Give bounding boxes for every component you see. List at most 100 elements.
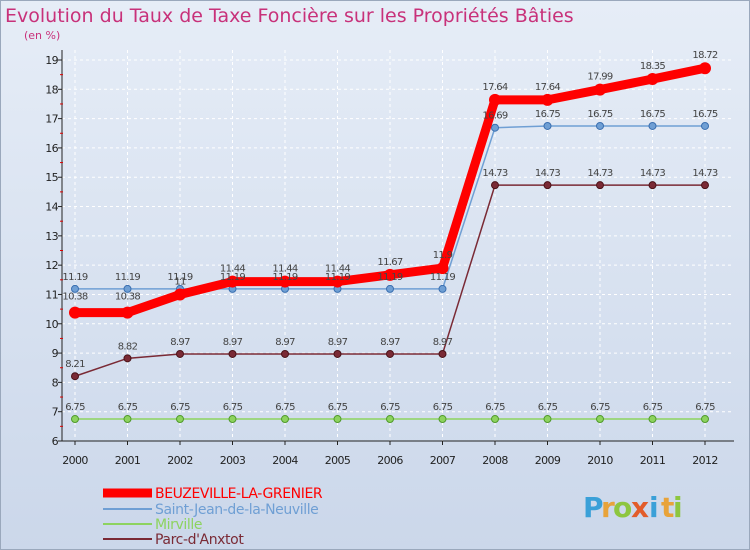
data-point xyxy=(71,284,79,293)
data-point xyxy=(228,349,237,358)
data-point xyxy=(228,415,237,424)
data-point xyxy=(71,415,79,424)
legend-label-0: BEUZEVILLE-LA-GRENIER xyxy=(155,486,323,502)
value-label: 17.64 xyxy=(535,82,560,93)
data-point xyxy=(436,262,449,275)
value-label: 11.44 xyxy=(220,264,245,275)
x-tick-label: 2002 xyxy=(167,454,193,467)
unit-label: (en %) xyxy=(24,29,60,42)
x-tick-label: 2004 xyxy=(272,454,298,467)
value-label: 6.75 xyxy=(170,402,190,413)
y-tick-label: 7 xyxy=(52,406,59,419)
data-point xyxy=(438,349,447,358)
y-tick-label: 11 xyxy=(45,288,58,301)
data-point xyxy=(543,415,552,424)
data-point xyxy=(71,372,79,381)
x-tick-label: 2005 xyxy=(325,454,351,467)
value-label: 6.75 xyxy=(275,402,295,413)
value-label: 6.75 xyxy=(223,402,243,413)
chart-title: Evolution du Taux de Taxe Foncière sur l… xyxy=(5,5,574,27)
data-point xyxy=(386,415,394,424)
value-label: 8.97 xyxy=(433,337,453,348)
y-tick-label: 13 xyxy=(45,230,58,243)
data-point xyxy=(648,181,657,190)
value-label: 11.19 xyxy=(62,272,87,283)
data-point xyxy=(176,415,184,424)
data-point xyxy=(174,288,186,301)
value-label: 14.73 xyxy=(587,168,612,179)
x-tick-label: 2007 xyxy=(430,454,456,467)
data-point xyxy=(596,415,604,424)
value-label: 18.35 xyxy=(640,61,665,72)
value-label: 10.38 xyxy=(115,292,140,303)
legend: BEUZEVILLE-LA-GRENIERSaint-Jean-de-la-Ne… xyxy=(103,486,323,548)
legend-label-1: Saint-Jean-de-la-Neuville xyxy=(155,502,318,518)
value-label: 14.73 xyxy=(482,168,507,179)
value-label: 11.19 xyxy=(377,272,402,283)
logo-letter: o xyxy=(613,491,632,524)
value-label: 11.44 xyxy=(272,264,297,275)
y-tick-label: 17 xyxy=(45,113,58,126)
legend-label-3: Parc-d'Anxtot xyxy=(155,532,244,548)
value-label: 16.69 xyxy=(482,111,507,122)
value-label: 11.19 xyxy=(220,272,245,283)
data-point xyxy=(699,62,711,75)
value-label: 16.75 xyxy=(535,109,560,120)
value-label: 14.73 xyxy=(640,168,665,179)
logo-letter: t xyxy=(661,491,674,524)
value-label: 16.75 xyxy=(587,109,612,120)
value-label: 6.75 xyxy=(590,402,610,413)
data-point xyxy=(123,284,132,293)
value-label: 11.67 xyxy=(377,257,402,268)
x-tick-label: 2009 xyxy=(535,454,561,467)
value-label: 11.19 xyxy=(115,272,140,283)
data-point xyxy=(648,415,657,424)
x-tick-label: 2011 xyxy=(640,454,666,467)
value-label: 17.64 xyxy=(482,82,507,93)
data-point xyxy=(123,354,132,363)
data-point xyxy=(69,306,81,319)
data-point xyxy=(386,284,394,293)
y-tick-label: 19 xyxy=(45,54,58,67)
series-layer xyxy=(69,62,711,424)
value-label: 11.19 xyxy=(272,272,297,283)
value-label: 11 xyxy=(174,276,186,287)
y-tick-label: 18 xyxy=(45,83,58,96)
data-point xyxy=(333,415,342,424)
value-label: 16.75 xyxy=(640,109,665,120)
value-label: 6.75 xyxy=(485,402,505,413)
value-label: 14.73 xyxy=(535,168,560,179)
data-point xyxy=(226,275,239,288)
axes: 6 7 8 9 10 11 12 13 14 15 16 17 18 19 2000 2001 2002 2003… xyxy=(45,50,734,467)
x-tick-label: 2008 xyxy=(482,454,508,467)
value-label: 6.75 xyxy=(328,402,348,413)
value-label: 8.97 xyxy=(223,337,243,348)
value-label: 16.75 xyxy=(692,109,717,120)
y-tick-label: 10 xyxy=(45,318,58,331)
data-point xyxy=(491,415,499,424)
value-label: 8.97 xyxy=(328,337,348,348)
value-label: 6.75 xyxy=(643,402,663,413)
y-tick-label: 16 xyxy=(45,142,58,155)
data-point xyxy=(123,415,132,424)
x-tick-label: 2000 xyxy=(62,454,88,467)
data-point xyxy=(491,181,499,190)
value-label: 11.19 xyxy=(430,272,455,283)
logo-letter: x xyxy=(631,491,649,524)
data-point xyxy=(541,93,554,106)
data-point xyxy=(281,415,289,424)
value-label: 8.21 xyxy=(65,359,85,370)
data-point xyxy=(594,83,606,96)
data-point xyxy=(281,349,289,358)
value-label: 11.19 xyxy=(325,272,350,283)
logo-letter: P xyxy=(583,491,604,524)
value-label: 6.75 xyxy=(433,402,453,413)
data-point xyxy=(384,268,396,281)
value-label: 6.75 xyxy=(118,402,138,413)
value-label: 6.75 xyxy=(380,402,400,413)
x-tick-label: 2003 xyxy=(220,454,246,467)
value-label: 6.75 xyxy=(65,402,85,413)
data-point xyxy=(438,284,447,293)
